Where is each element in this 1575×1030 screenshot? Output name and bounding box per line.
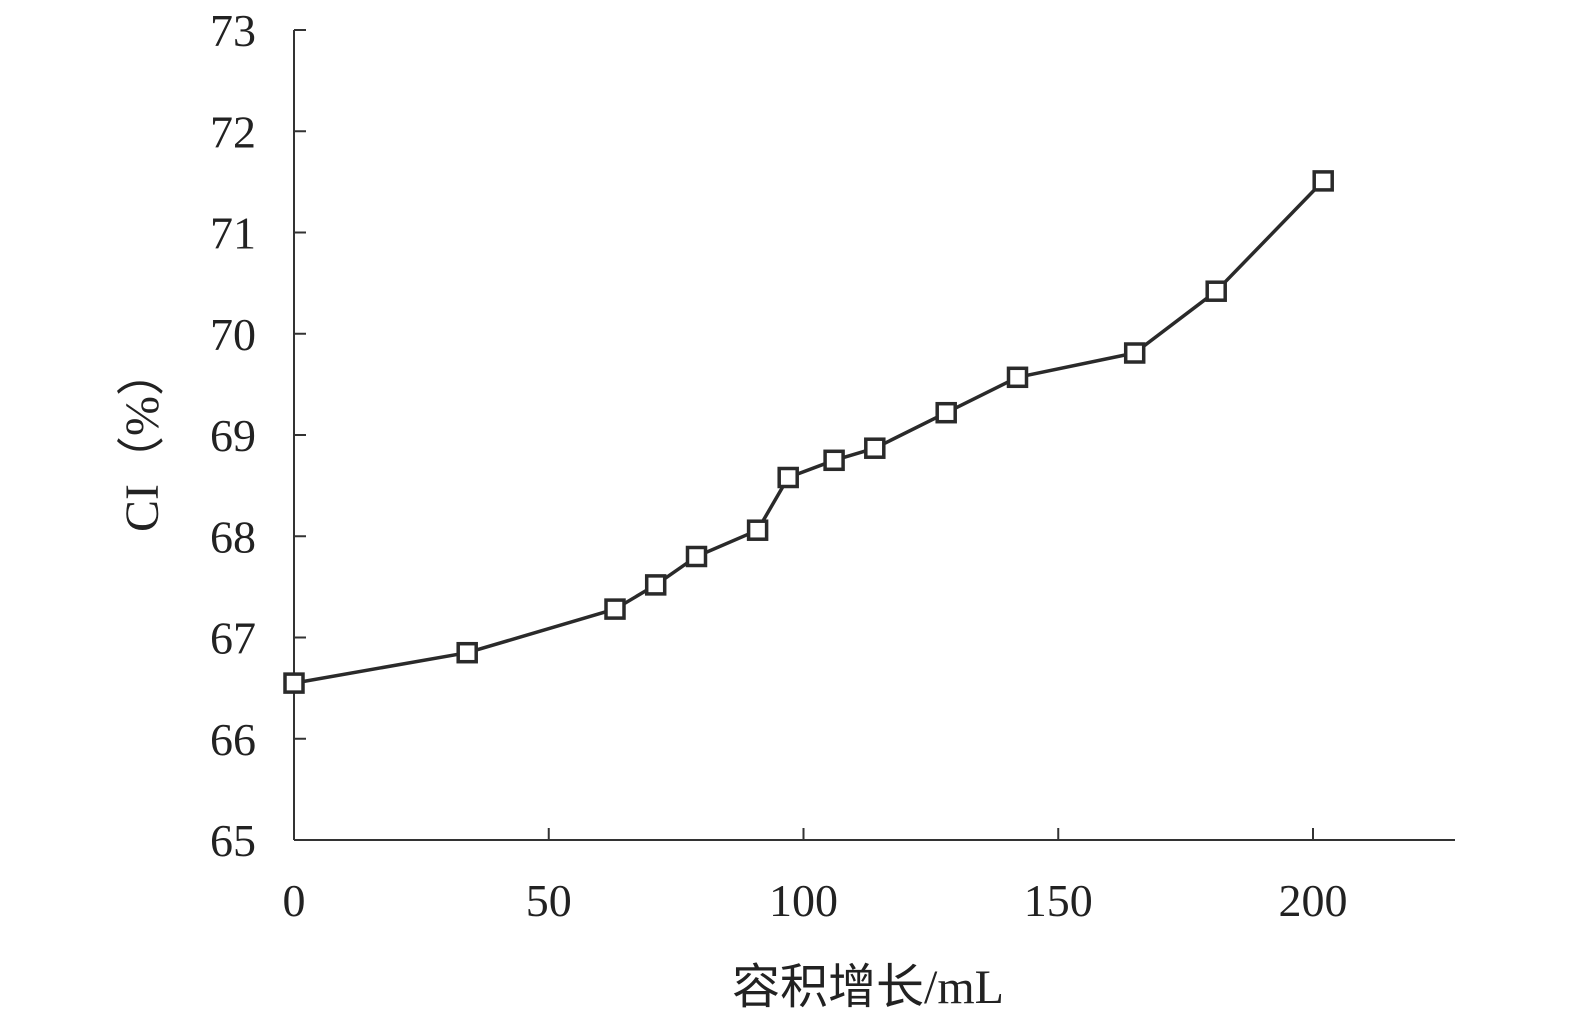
data-point [604,598,626,620]
y-tick-label: 65 [210,815,256,866]
data-point [823,449,845,472]
data-point [644,574,667,596]
series-line [293,179,1325,685]
data-point [777,466,799,489]
y-tick-label: 66 [210,714,256,765]
x-tick-label: 100 [769,875,838,926]
x-tick-label: 50 [526,875,572,926]
x-ticks: 0 50 100 150 200 [283,828,1348,926]
y-tick-label: 67 [210,613,256,664]
data-point [864,437,886,459]
y-tick-label: 68 [210,511,256,562]
x-tick-label: 200 [1279,875,1348,926]
x-tick-label: 0 [283,875,306,926]
y-tick-label: 72 [210,106,256,157]
y-tick-label: 71 [210,208,256,259]
data-point [1312,170,1334,192]
y-axis-title: CI（%） [116,348,169,532]
y-tick-label: 69 [210,410,256,461]
x-axis-title: 容积增长/mL [732,961,1004,1014]
data-point [1006,366,1029,389]
data-point [746,519,769,541]
data-point [456,641,478,664]
y-tick-label: 73 [210,5,256,56]
data-point [283,672,305,694]
data-point [685,545,708,568]
y-ticks: 65 66 67 68 69 70 71 72 73 [210,5,306,866]
y-tick-label: 70 [210,309,256,360]
x-tick-label: 150 [1024,875,1093,926]
axes [293,30,1455,841]
data-point [935,401,957,424]
data-point [1123,342,1146,364]
series-layer [283,170,1334,694]
data-point [1205,280,1227,302]
